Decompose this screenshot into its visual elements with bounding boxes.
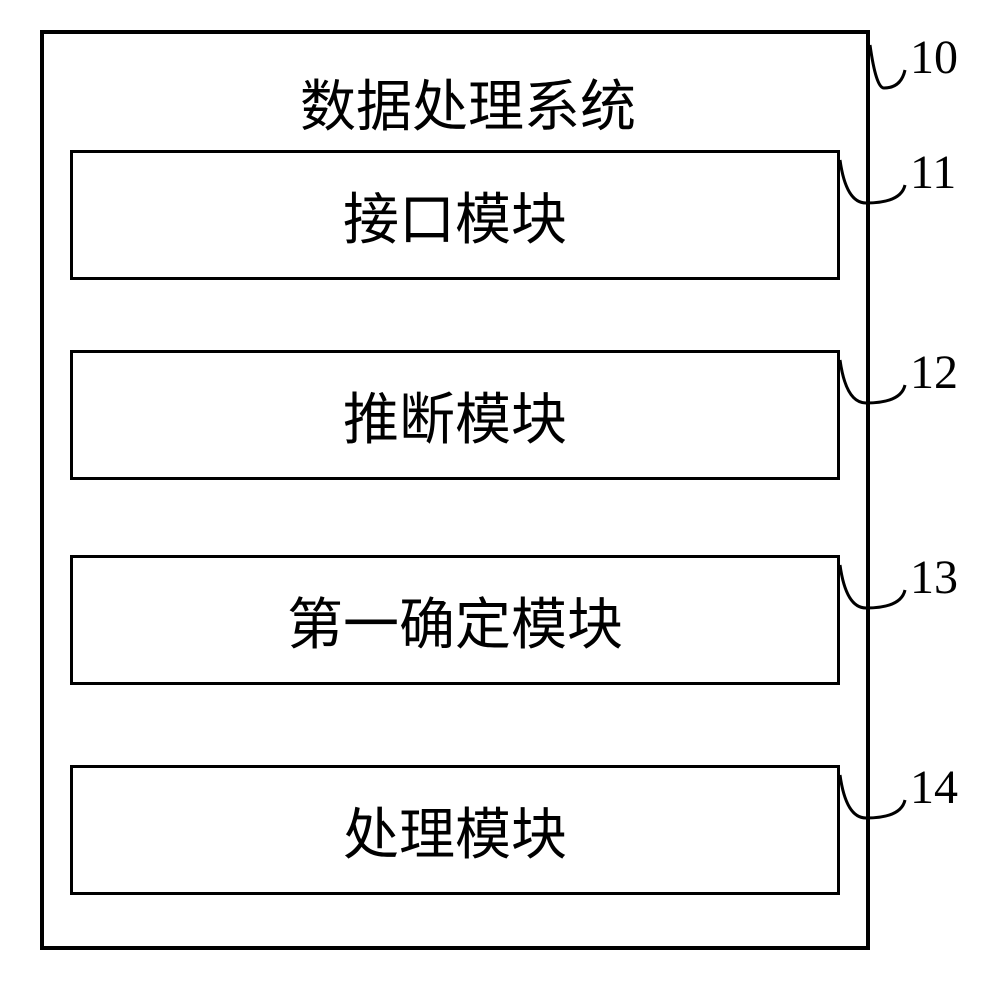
label-14: 14 [910, 760, 958, 815]
callout-14 [0, 0, 983, 982]
diagram-canvas: 数据处理系统 10 接口模块 11 推断模块 12 第一确定模块 13 处理模块… [0, 0, 983, 982]
